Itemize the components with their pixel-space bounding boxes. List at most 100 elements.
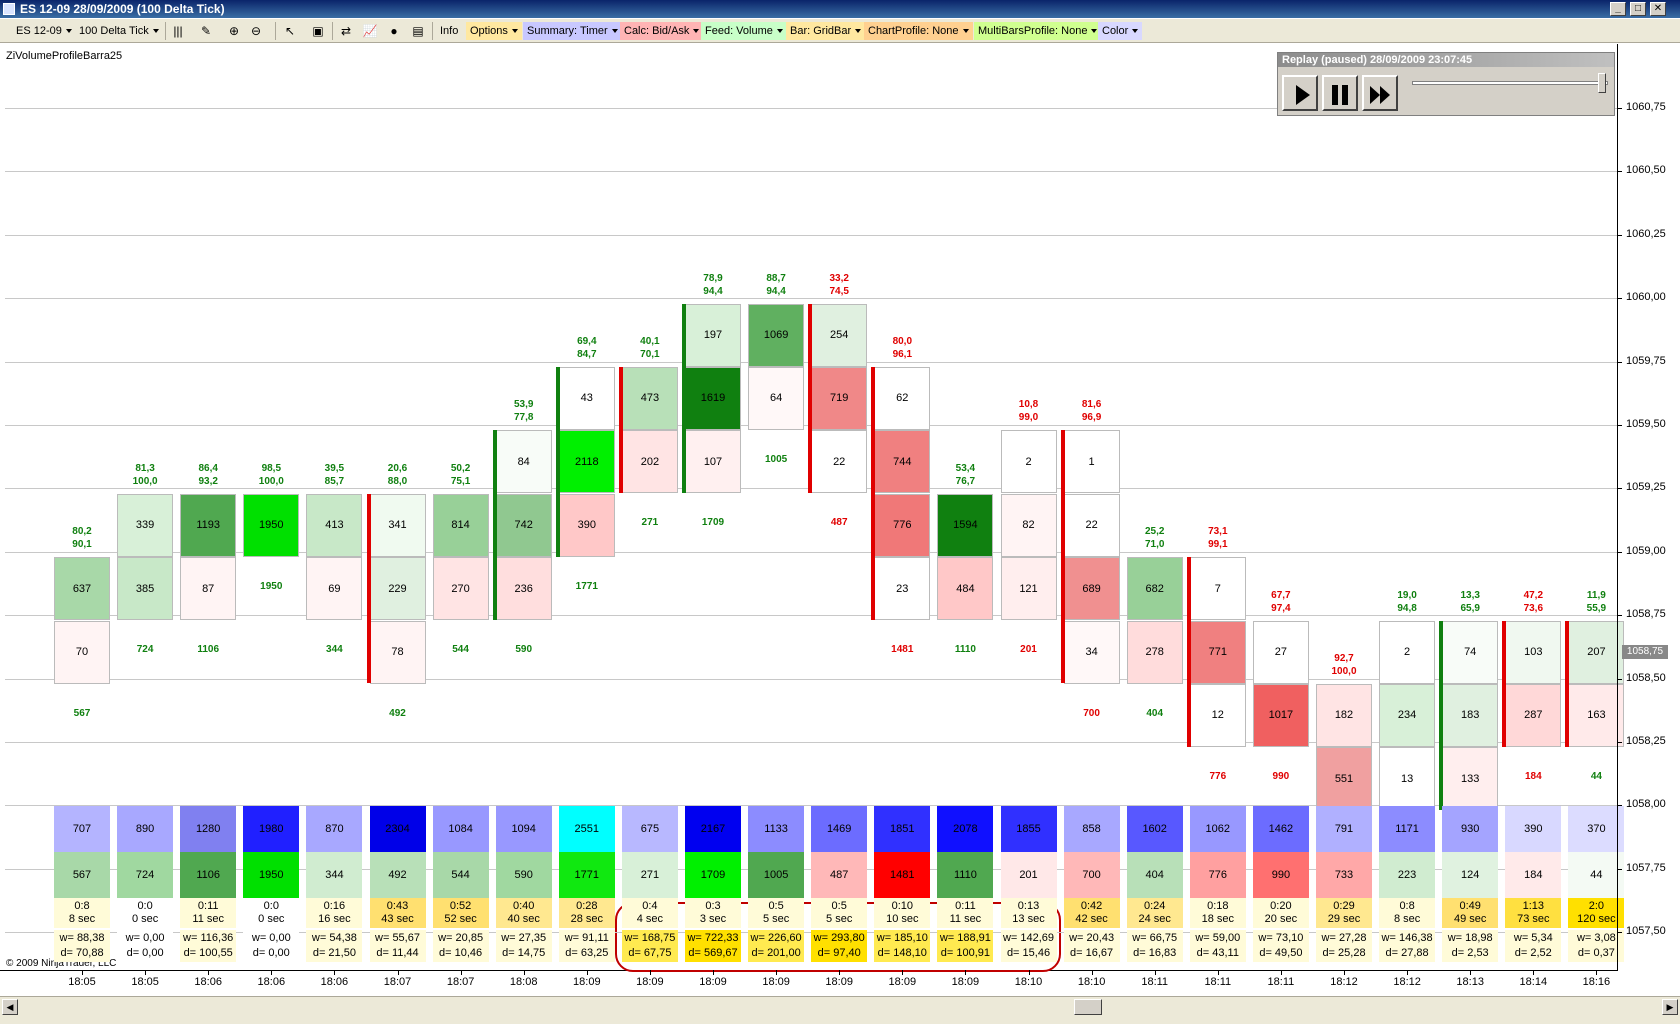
volume-cell[interactable]: 484 — [937, 557, 994, 621]
volume-cell[interactable]: 163 — [1568, 683, 1625, 747]
volume-box[interactable]: 2078 — [937, 806, 994, 852]
delta-box[interactable]: 590 — [495, 852, 552, 898]
volume-box[interactable]: 1855 — [1000, 806, 1057, 852]
volume-cell[interactable]: 2118 — [558, 430, 615, 494]
volume-cell[interactable]: 84 — [495, 430, 552, 494]
volume-cell[interactable]: 719 — [811, 366, 868, 430]
volume-cell[interactable]: 7 — [1189, 557, 1246, 621]
summary-menu[interactable]: Summary: Timer — [523, 22, 622, 40]
volume-box[interactable]: 1171 — [1379, 806, 1436, 852]
volume-cell[interactable]: 236 — [495, 557, 552, 621]
volume-box[interactable]: 675 — [621, 806, 678, 852]
volume-box[interactable]: 1094 — [495, 806, 552, 852]
coin-icon[interactable]: ● — [390, 24, 398, 38]
volume-cell[interactable]: 1017 — [1252, 683, 1309, 747]
delta-box[interactable]: 1950 — [243, 852, 300, 898]
horizontal-scrollbar[interactable]: ◀ ▶ — [0, 996, 1680, 1016]
volume-cell[interactable]: 12 — [1189, 683, 1246, 747]
volume-cell[interactable]: 182 — [1316, 683, 1372, 747]
volume-box[interactable]: 1602 — [1126, 806, 1183, 852]
volume-box[interactable]: 1462 — [1252, 806, 1309, 852]
volume-cell[interactable]: 689 — [1063, 557, 1120, 621]
volume-cell[interactable]: 254 — [811, 303, 868, 367]
zoom-in-icon[interactable]: ⊕ — [228, 24, 240, 38]
volume-box[interactable]: 1469 — [811, 806, 868, 852]
zoom-out-icon[interactable]: ⊖ — [250, 24, 262, 38]
chart-icon[interactable]: 📈 — [362, 24, 378, 38]
delta-box[interactable]: 184 — [1505, 852, 1562, 898]
scrollbar-thumb[interactable] — [1074, 999, 1102, 1015]
properties-icon[interactable]: ▣ — [312, 24, 324, 38]
delta-box[interactable]: 776 — [1189, 852, 1246, 898]
chart-plot[interactable]: ZiVolumeProfileBarra25 © 2009 NinjaTrade… — [0, 44, 1625, 996]
volume-cell[interactable]: 107 — [685, 430, 741, 494]
volume-box[interactable]: 2304 — [369, 806, 426, 852]
maximize-icon[interactable]: □ — [1630, 2, 1646, 16]
volume-cell[interactable]: 278 — [1126, 620, 1183, 684]
volume-cell[interactable]: 473 — [621, 366, 678, 430]
delta-box[interactable]: 124 — [1442, 852, 1499, 898]
delta-box[interactable]: 404 — [1126, 852, 1183, 898]
volume-cell[interactable]: 229 — [369, 557, 426, 621]
volume-cell[interactable]: 43 — [558, 366, 615, 430]
fast-forward-button[interactable] — [1362, 75, 1398, 111]
volume-box[interactable]: 1133 — [748, 806, 805, 852]
volume-box[interactable]: 390 — [1505, 806, 1562, 852]
volume-box[interactable]: 1280 — [180, 806, 237, 852]
volume-cell[interactable]: 637 — [54, 557, 110, 621]
volume-cell[interactable]: 776 — [874, 493, 931, 557]
delta-box[interactable]: 700 — [1063, 852, 1120, 898]
cursor-icon[interactable]: ↖ — [284, 24, 296, 38]
volume-cell[interactable]: 70 — [54, 620, 110, 684]
volume-cell[interactable]: 682 — [1126, 557, 1183, 621]
volume-box[interactable]: 930 — [1442, 806, 1499, 852]
bar-menu[interactable]: Bar: GridBar — [786, 22, 866, 40]
instrument-selector[interactable]: ES 12-09 — [12, 22, 76, 40]
volume-box[interactable]: 2551 — [558, 806, 615, 852]
volume-box[interactable]: 2167 — [685, 806, 741, 852]
volume-box[interactable]: 890 — [117, 806, 174, 852]
delta-box[interactable]: 1709 — [685, 852, 741, 898]
volume-cell[interactable]: 87 — [180, 557, 237, 621]
delta-box[interactable]: 733 — [1316, 852, 1372, 898]
volume-cell[interactable]: 103 — [1505, 620, 1562, 684]
volume-cell[interactable]: 22 — [811, 430, 868, 494]
options-menu[interactable]: Options — [466, 22, 522, 40]
volume-cell[interactable]: 814 — [432, 493, 489, 557]
volume-cell[interactable]: 1069 — [748, 303, 805, 367]
delta-box[interactable]: 544 — [432, 852, 489, 898]
volume-cell[interactable]: 1950 — [243, 493, 300, 557]
volume-box[interactable]: 1851 — [874, 806, 931, 852]
volume-cell[interactable]: 341 — [369, 493, 426, 557]
volume-cell[interactable]: 2 — [1000, 430, 1057, 494]
chart-profile-menu[interactable]: ChartProfile: None — [864, 22, 973, 40]
volume-cell[interactable]: 1193 — [180, 493, 237, 557]
volume-cell[interactable]: 2 — [1379, 620, 1436, 684]
chart-area[interactable]: ZiVolumeProfileBarra25 © 2009 NinjaTrade… — [0, 44, 1680, 996]
volume-cell[interactable]: 771 — [1189, 620, 1246, 684]
volume-cell[interactable]: 1 — [1063, 430, 1120, 494]
delta-box[interactable]: 271 — [621, 852, 678, 898]
delta-box[interactable]: 344 — [306, 852, 363, 898]
volume-cell[interactable]: 69 — [306, 557, 363, 621]
delta-box[interactable]: 1005 — [748, 852, 805, 898]
delta-box[interactable]: 223 — [1379, 852, 1436, 898]
close-icon[interactable]: ✕ — [1650, 2, 1666, 16]
color-menu[interactable]: Color — [1098, 22, 1143, 40]
volume-cell[interactable]: 551 — [1316, 747, 1372, 811]
volume-cell[interactable]: 64 — [748, 366, 805, 430]
data-box-icon[interactable]: ▤ — [412, 24, 424, 38]
volume-cell[interactable]: 385 — [117, 557, 174, 621]
delta-box[interactable]: 1106 — [180, 852, 237, 898]
delta-box[interactable]: 492 — [369, 852, 426, 898]
volume-cell[interactable]: 78 — [369, 620, 426, 684]
play-button[interactable] — [1282, 75, 1318, 111]
volume-cell[interactable]: 287 — [1505, 683, 1562, 747]
volume-box[interactable]: 858 — [1063, 806, 1120, 852]
volume-box[interactable]: 870 — [306, 806, 363, 852]
volume-cell[interactable]: 207 — [1568, 620, 1625, 684]
volume-cell[interactable]: 74 — [1442, 620, 1499, 684]
volume-cell[interactable]: 82 — [1000, 493, 1057, 557]
volume-cell[interactable]: 234 — [1379, 683, 1436, 747]
pause-button[interactable] — [1322, 75, 1358, 111]
